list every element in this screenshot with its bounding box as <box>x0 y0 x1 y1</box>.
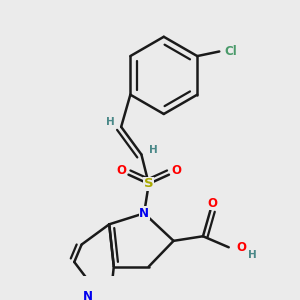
Text: H: H <box>248 250 257 260</box>
Text: O: O <box>171 164 181 178</box>
Text: O: O <box>237 241 247 254</box>
Text: N: N <box>139 207 149 220</box>
Text: H: H <box>149 145 158 155</box>
Text: O: O <box>116 164 126 178</box>
Text: S: S <box>144 177 154 190</box>
Text: N: N <box>83 290 93 300</box>
Text: Cl: Cl <box>224 45 237 58</box>
Text: O: O <box>207 197 217 210</box>
Text: H: H <box>106 117 115 127</box>
